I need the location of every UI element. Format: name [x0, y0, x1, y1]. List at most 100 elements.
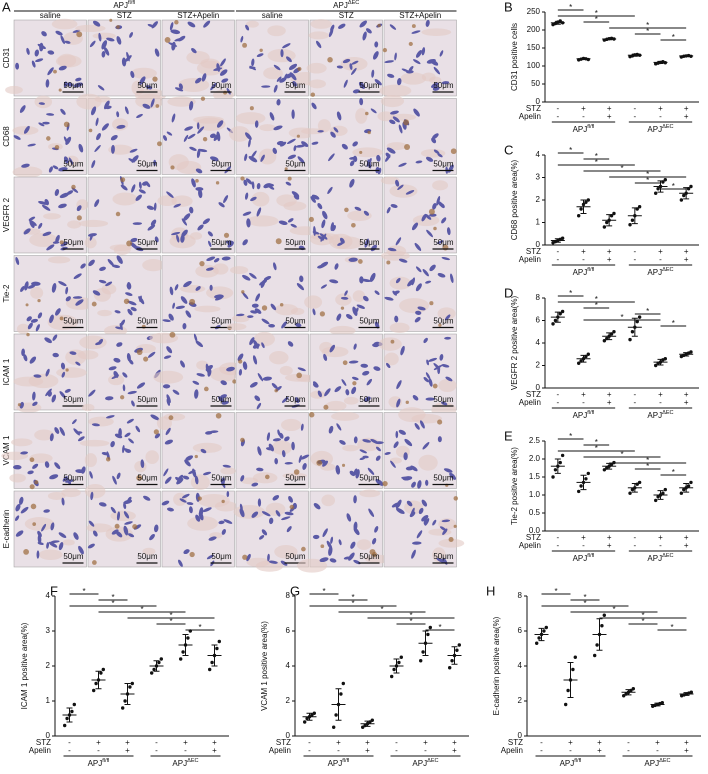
- stz-sign: +: [658, 247, 663, 256]
- group-label-text: APJ: [573, 554, 588, 563]
- nucleus: [336, 65, 343, 69]
- nucleus: [61, 371, 66, 378]
- data-point: [577, 214, 581, 218]
- nucleus: [20, 451, 29, 455]
- nucleus: [386, 206, 391, 214]
- nucleus: [131, 155, 139, 163]
- data-point: [558, 312, 562, 316]
- y-tick-label: 2.0: [529, 454, 541, 463]
- group-label: APJfl/fl: [573, 410, 595, 420]
- positive-cell: [200, 96, 206, 101]
- scale-bar-label: 50μm: [137, 395, 158, 404]
- stz-sign: +: [607, 390, 612, 399]
- positive-cell: [310, 92, 316, 97]
- nucleus: [90, 106, 97, 116]
- nucleus: [280, 49, 284, 58]
- data-point: [661, 491, 665, 495]
- nucleus: [59, 426, 65, 436]
- stz-sign: +: [658, 104, 663, 113]
- group-label-text: APJ: [573, 411, 588, 420]
- tissue-stain: [29, 232, 58, 247]
- error-bar: [538, 627, 545, 642]
- nucleus: [209, 156, 219, 162]
- scale-bar-label: 50μm: [359, 81, 380, 90]
- nucleus: [185, 455, 194, 461]
- significance-label: *: [569, 3, 572, 12]
- positive-cell: [259, 48, 263, 52]
- tissue-stain: [206, 286, 234, 300]
- nucleus: [322, 460, 329, 467]
- nucleus: [311, 194, 320, 200]
- positive-cell: [275, 238, 282, 245]
- tissue-stain: [304, 295, 323, 309]
- nucleus: [174, 284, 179, 291]
- nucleus: [298, 454, 302, 463]
- stz-sign: -: [633, 390, 636, 399]
- scale-bar-label: 50μm: [63, 238, 84, 247]
- tissue-stain: [310, 19, 332, 29]
- positive-cell: [204, 386, 209, 392]
- nucleus: [193, 333, 198, 342]
- nucleus: [184, 459, 191, 467]
- data-point: [542, 629, 546, 633]
- apelin-sign: -: [633, 398, 636, 407]
- nucleus: [188, 469, 196, 475]
- tissue-stain: [92, 32, 116, 40]
- nucleus: [219, 69, 228, 76]
- data-point: [631, 687, 635, 691]
- nucleus: [254, 120, 259, 128]
- y-tick-label: 0: [46, 731, 51, 740]
- nucleus: [65, 286, 69, 295]
- stz-sign: +: [655, 738, 660, 747]
- data-point: [679, 491, 684, 495]
- nucleus: [114, 433, 123, 439]
- positive-cell: [241, 290, 245, 294]
- row-label: Apelin: [269, 746, 291, 755]
- nucleus: [257, 498, 262, 507]
- nucleus: [34, 49, 39, 57]
- positive-cell: [352, 381, 357, 386]
- group-label: APJfl/fl: [573, 267, 595, 277]
- significance-label: *: [569, 289, 572, 298]
- nucleus: [249, 337, 255, 346]
- nucleus: [132, 222, 143, 225]
- nucleus: [281, 516, 291, 521]
- nucleus: [60, 35, 65, 45]
- positive-cell: [341, 463, 346, 467]
- nucleus: [384, 296, 394, 301]
- error-bar: [306, 712, 313, 721]
- positive-cell: [296, 134, 300, 138]
- stz-sign: -: [68, 738, 71, 747]
- nucleus: [35, 58, 44, 63]
- apelin-sign: +: [607, 112, 612, 121]
- nucleus: [98, 502, 107, 507]
- nucleus: [439, 526, 447, 531]
- data-point: [560, 453, 565, 458]
- nucleus: [172, 302, 176, 309]
- data-point: [70, 709, 74, 714]
- apelin-sign: -: [556, 112, 559, 121]
- panel-label: H: [486, 583, 495, 598]
- positive-cell: [320, 544, 325, 549]
- significance-label: *: [198, 623, 201, 632]
- nucleus: [113, 357, 121, 363]
- nucleus: [44, 198, 49, 206]
- scale-bar-label: 50μm: [211, 395, 232, 404]
- positive-cell: [189, 298, 196, 305]
- nucleus: [411, 30, 421, 34]
- nucleus: [287, 341, 294, 347]
- nucleus: [362, 31, 367, 41]
- positive-cell: [323, 404, 329, 410]
- positive-cell: [284, 167, 288, 171]
- nucleus: [29, 356, 37, 364]
- nucleus: [105, 396, 114, 401]
- nucleus: [27, 143, 36, 147]
- nucleus: [129, 148, 138, 153]
- nucleus: [237, 353, 244, 362]
- tissue-stain: [258, 148, 277, 165]
- nucleus: [103, 47, 110, 56]
- stz-sign: -: [556, 390, 559, 399]
- nucleus: [348, 257, 358, 262]
- nucleus: [38, 122, 45, 127]
- significance-label: *: [646, 307, 649, 316]
